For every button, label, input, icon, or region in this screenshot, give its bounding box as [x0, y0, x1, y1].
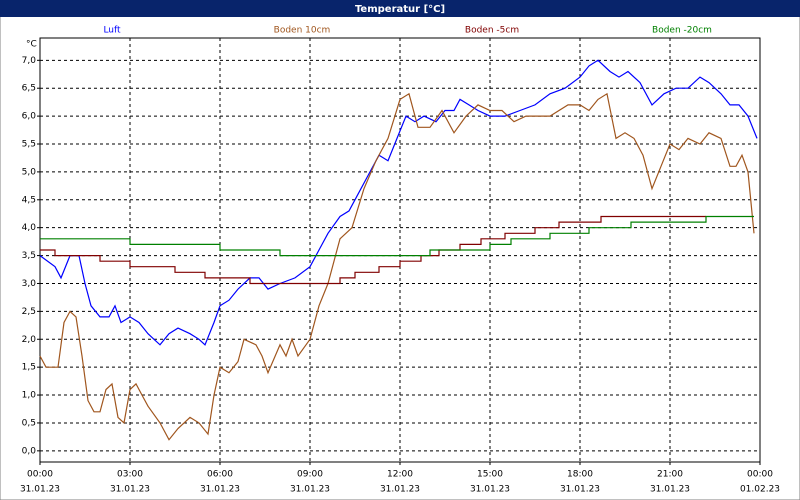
- x-tick-label: 21:00: [657, 470, 683, 480]
- legend-entry: Boden -20cm: [652, 26, 712, 36]
- x-tick-label: 18:00: [567, 470, 593, 480]
- legend-entry: Boden 10cm: [274, 26, 331, 36]
- series-line: [39, 59, 758, 346]
- legend-entry: Boden -5cm: [465, 26, 519, 36]
- x-tick-label: 00:00: [27, 470, 53, 480]
- y-tick-label: 7,0: [22, 56, 37, 66]
- y-tick-label: 3,0: [22, 279, 37, 289]
- y-tick-label: 3,5: [22, 251, 36, 261]
- x-tick-label: 15:00: [477, 470, 503, 480]
- x-tick-date: 31.01.23: [20, 485, 60, 495]
- x-tick-date: 31.01.23: [650, 485, 690, 495]
- y-tick-label: 4,0: [22, 223, 37, 233]
- y-tick-label: 6,5: [22, 84, 36, 94]
- chart-title: Temperatur [°C]: [355, 4, 445, 15]
- y-tick-label: 2,0: [22, 335, 37, 345]
- x-tick-date: 31.01.23: [470, 485, 510, 495]
- x-tick-date: 31.01.23: [290, 485, 330, 495]
- x-tick-label: 03:00: [117, 470, 143, 480]
- legend-entry: Luft: [103, 26, 121, 36]
- x-tick-label: 06:00: [207, 470, 233, 480]
- x-tick-date: 31.01.23: [560, 485, 600, 495]
- series-line: [40, 215, 754, 257]
- series-line: [40, 215, 706, 285]
- y-tick-label: 5,5: [22, 140, 36, 150]
- x-tick-date: 31.01.23: [380, 485, 420, 495]
- y-tick-label: 5,0: [22, 167, 37, 177]
- y-tick-label: 1,0: [22, 391, 37, 401]
- series-line: [39, 92, 755, 441]
- y-tick-label: 1,5: [22, 363, 36, 373]
- x-tick-date: 01.02.23: [740, 485, 780, 495]
- y-tick-label: 6,0: [22, 112, 37, 122]
- x-tick-label: 12:00: [387, 470, 413, 480]
- title-bar: [0, 0, 800, 17]
- x-tick-label: 09:00: [297, 470, 323, 480]
- x-tick-label: 00:00: [747, 470, 773, 480]
- y-tick-label: 2,5: [22, 307, 36, 317]
- x-tick-date: 31.01.23: [110, 485, 150, 495]
- x-tick-date: 31.01.23: [200, 485, 240, 495]
- y-tick-label: 4,5: [22, 195, 36, 205]
- y-tick-label: 0,5: [22, 418, 36, 428]
- y-tick-label: 0,0: [22, 446, 37, 456]
- y-axis-label: °C: [26, 40, 37, 50]
